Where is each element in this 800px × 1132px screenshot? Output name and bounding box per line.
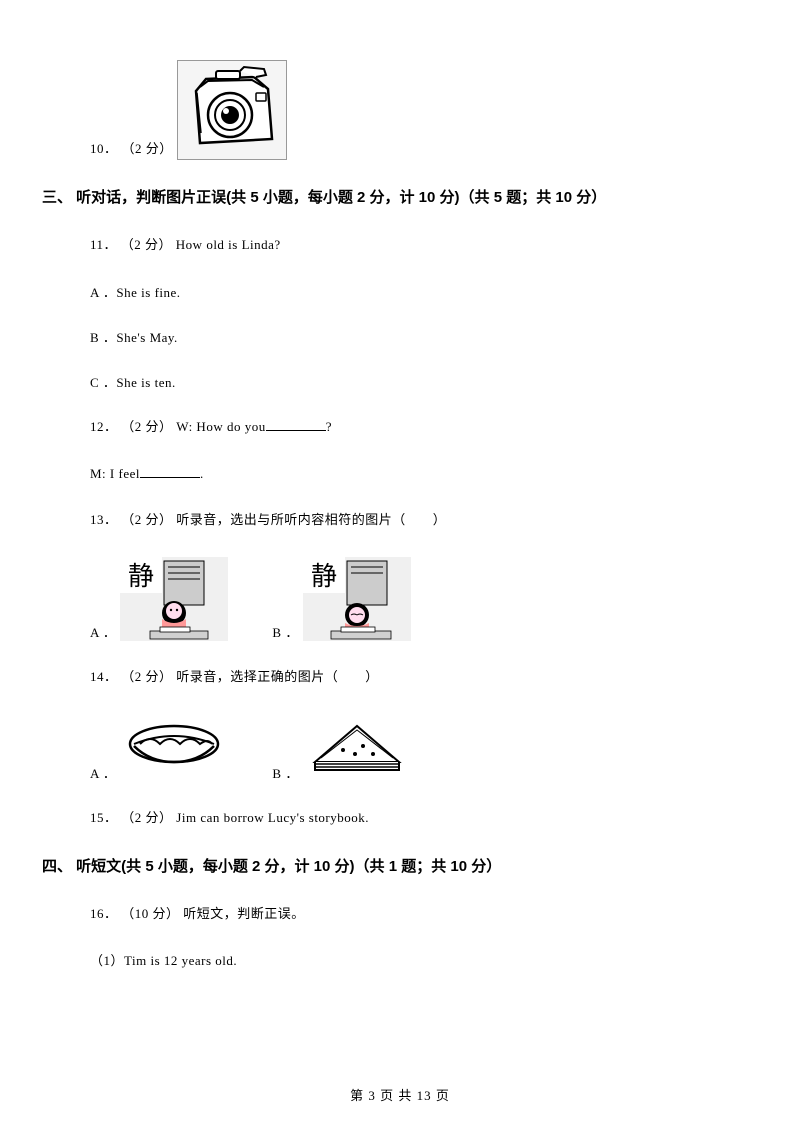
question-12: 12． （2 分） W: How do you? [90,417,710,438]
q16-text: 听短文，判断正误。 [183,906,305,921]
svg-text:静: 静 [128,562,154,591]
q10-points: （2 分） [122,139,173,160]
q13-label-b: B ． [272,622,298,641]
q11-num: 11． [90,237,117,252]
question-12-line2: M: I feel. [90,464,710,485]
q13-images: A ． 静 [90,557,710,641]
blank-input [266,419,326,431]
q14-points: （2 分） [121,669,172,684]
question-11: 11． （2 分） How old is Linda? [90,235,710,256]
svg-text:静: 静 [311,562,337,591]
q14-image-b [303,714,411,782]
question-16: 16． （10 分） 听短文，判断正误。 [90,904,710,925]
q14-images: A ． B ． [90,714,710,782]
q16-points: （10 分） [121,906,179,921]
blank-input [140,466,200,478]
q16-sub1: （1）Tim is 12 years old. [90,951,710,972]
q12-line2b: . [200,466,204,481]
q13-points: （2 分） [121,512,172,527]
q15-num: 15． [90,810,118,825]
q14-image-a [120,714,228,782]
q16-num: 16． [90,906,118,921]
q15-text: Jim can borrow Lucy's storybook. [176,810,369,825]
q12-line2a: M: I feel [90,466,140,481]
section-4-heading: 四、 听短文(共 5 小题，每小题 2 分，计 10 分)（共 1 题；共 10… [42,855,710,876]
q15-points: （2 分） [121,810,172,825]
q13-image-a: 静 [120,557,228,641]
question-14: 14． （2 分） 听录音，选择正确的图片（ ） [90,667,710,688]
q12-text-a: W: How do you [176,419,265,434]
q11-text: How old is Linda? [176,237,281,252]
q14-text: 听录音，选择正确的图片（ ） [176,669,379,684]
camera-image [177,60,287,160]
q11-points: （2 分） [121,237,172,252]
question-13: 13． （2 分） 听录音，选出与所听内容相符的图片（ ） [90,510,710,531]
q13-num: 13． [90,512,118,527]
q12-text-b: ? [326,419,332,434]
page-footer: 第 3 页 共 13 页 [0,1085,800,1104]
q14-label-a: A ． [90,763,116,782]
q13-label-a: A ． [90,622,116,641]
question-10: 10． （2 分） [90,60,710,160]
q11-option-a: A ．She is fine. [90,282,710,301]
q13-text: 听录音，选出与所听内容相符的图片（ ） [176,512,446,527]
q14-num: 14． [90,669,118,684]
q10-num: 10． [90,139,118,160]
q11-option-c: C ．She is ten. [90,372,710,391]
q11-option-b: B ．She's May. [90,327,710,346]
q13-image-b: 静 [303,557,411,641]
q12-num: 12． [90,419,118,434]
question-15: 15． （2 分） Jim can borrow Lucy's storyboo… [90,808,710,829]
q14-label-b: B ． [272,763,298,782]
section-3-heading: 三、 听对话，判断图片正误(共 5 小题，每小题 2 分，计 10 分)（共 5… [42,186,710,207]
q12-points: （2 分） [121,419,172,434]
